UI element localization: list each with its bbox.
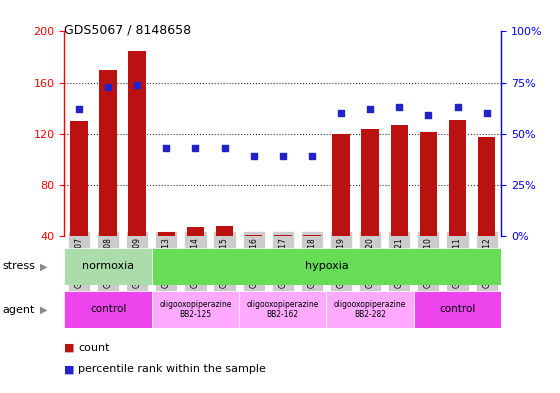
Point [220,145,229,151]
Bar [64,248,152,285]
Bar [478,138,496,236]
Point [337,110,346,116]
Text: percentile rank within the sample: percentile rank within the sample [78,364,266,375]
Point [278,153,287,159]
Text: control: control [440,305,475,314]
Bar [303,235,321,236]
Bar [186,227,204,236]
Bar [419,132,437,236]
Text: ■: ■ [64,343,75,353]
Text: oligooxopiperazine
BB2-125: oligooxopiperazine BB2-125 [159,300,232,319]
Bar [239,291,326,328]
Text: ▶: ▶ [40,305,48,315]
Point [307,153,316,159]
Text: count: count [78,343,110,353]
Point [74,106,83,112]
Bar [152,291,239,328]
Bar [70,121,88,236]
Text: hypoxia: hypoxia [305,261,348,271]
Point [191,145,200,151]
Bar [390,125,408,236]
Text: oligooxopiperazine
BB2-162: oligooxopiperazine BB2-162 [246,300,319,319]
Text: stress: stress [3,261,36,272]
Text: ■: ■ [64,364,75,375]
Text: agent: agent [3,305,35,315]
Point [162,145,171,151]
Bar [326,291,414,328]
Bar [152,248,501,285]
Point [249,153,258,159]
Bar [361,129,379,236]
Point [424,112,433,118]
Bar [332,134,350,236]
Point [453,104,462,110]
Bar [99,70,117,236]
Point [366,106,375,112]
Text: GDS5067 / 8148658: GDS5067 / 8148658 [64,24,192,37]
Point [133,81,142,88]
Bar [414,291,501,328]
Bar [64,291,152,328]
Point [395,104,404,110]
Point [104,83,113,90]
Bar [157,232,175,236]
Bar [128,51,146,236]
Text: control: control [90,305,126,314]
Text: oligooxopiperazine
BB2-282: oligooxopiperazine BB2-282 [334,300,407,319]
Text: normoxia: normoxia [82,261,134,271]
Bar [216,226,234,236]
Point [482,110,491,116]
Bar [274,235,292,236]
Bar [245,235,263,236]
Bar [449,119,466,236]
Text: ▶: ▶ [40,261,48,272]
